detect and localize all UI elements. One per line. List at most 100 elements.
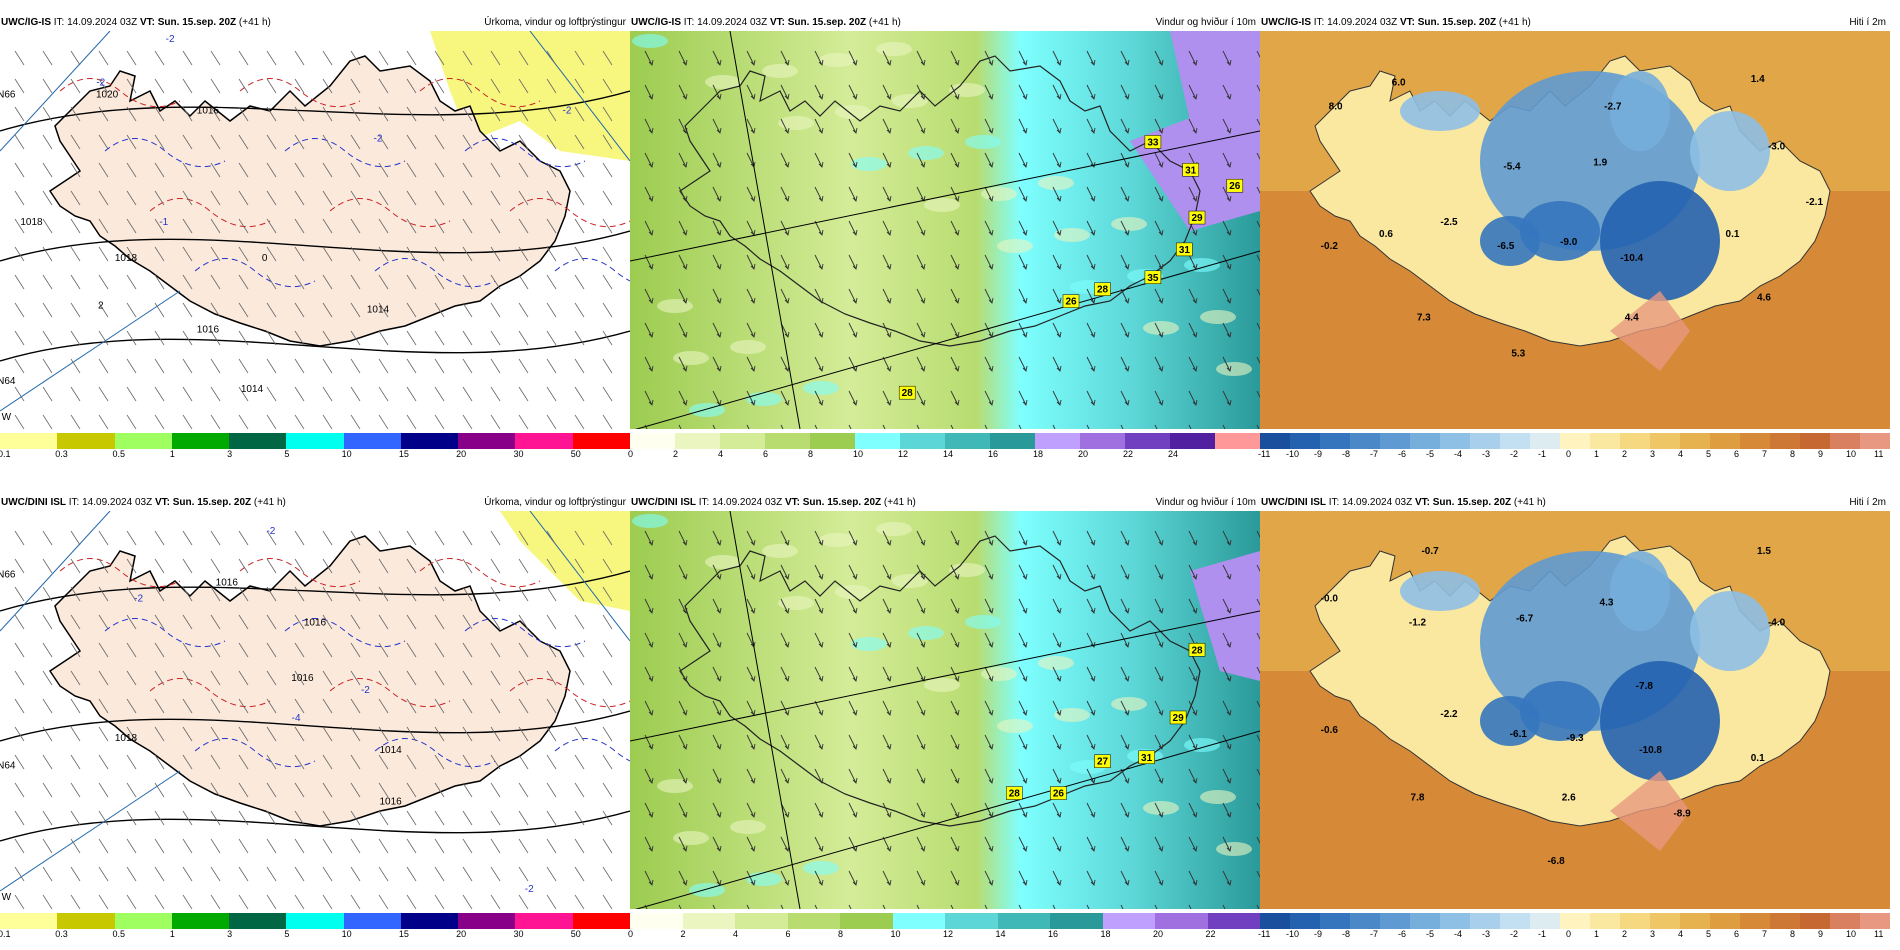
color-scale-tick: 20 (456, 929, 467, 939)
color-swatch (1350, 433, 1380, 449)
color-scale-tick: -4 (1454, 929, 1463, 939)
color-swatch (515, 913, 573, 929)
color-scale-tick: 0.5 (112, 929, 126, 939)
map-value-label: 0.1 (1751, 753, 1765, 764)
map-value-label: 1014 (241, 384, 264, 395)
lead-time: (+41 h) (868, 17, 901, 28)
map-value-label: -4 (292, 713, 301, 724)
color-swatch (945, 433, 990, 449)
map-panel-6: UWC/DINI ISL IT: 14.09.2024 03Z VT: Sun.… (1258, 495, 1890, 945)
map-value-label: -6.7 (1516, 613, 1534, 624)
map-value-label: -6.1 (1510, 729, 1528, 740)
color-scale-tick: 4 (718, 449, 724, 459)
color-scale-tick: -6 (1398, 929, 1407, 939)
model-name: UWC/DINI ISL (1261, 497, 1326, 508)
color-scale-tick: 5 (1706, 929, 1712, 939)
color-swatch (1215, 433, 1260, 449)
vt-label: VT: (1414, 497, 1430, 508)
map-value-label: N64 (0, 376, 16, 387)
color-scale-tick: -10 (1286, 929, 1300, 939)
map-value-label: 0 (262, 253, 268, 264)
map-value-label: 35 (1147, 273, 1159, 284)
color-scale-tick: 6 (1734, 449, 1740, 459)
color-swatch (1830, 913, 1860, 929)
map-value-label: -9.0 (1560, 237, 1578, 248)
it-label: IT: (53, 17, 65, 28)
map-value-label: -0.7 (1421, 546, 1439, 557)
run-info: UWC/IG-IS IT: 14.09.2024 03Z VT: Sun. 15… (631, 15, 901, 31)
run-info: UWC/IG-IS IT: 14.09.2024 03Z VT: Sun. 15… (1, 15, 271, 31)
map-value-label: -6.8 (1547, 856, 1565, 867)
color-scale-tick: -2 (1510, 929, 1519, 939)
color-swatch (735, 913, 788, 929)
color-swatch (343, 433, 401, 449)
color-scale-tick: 22 (1205, 929, 1216, 939)
init-time: 14.09.2024 03Z (82, 497, 153, 508)
color-scale-labels: -11 -10 -9 -8 -7 -6 -5 -4 -3 -2 -1 0 1 2 3 4 5 6 7 8 9 10 11 (1258, 929, 1890, 941)
color-scale-tick: 2 (680, 929, 686, 939)
color-swatch (1470, 913, 1500, 929)
map-value-label: 1.9 (1593, 157, 1607, 168)
map-canvas: 1020 1018 1018 1016 1016 1014 1014 -2 -2 -2 -2 -1 0 2… (0, 31, 630, 429)
color-scale-tick: 5 (284, 929, 290, 939)
color-scale-tick: 10 (341, 449, 352, 459)
color-swatch (458, 433, 516, 449)
color-swatch (1800, 433, 1830, 449)
color-scale-tick: 7 (1762, 929, 1768, 939)
color-scale-tick: -11 (1258, 929, 1271, 939)
map-value-label: 1014 (367, 305, 390, 316)
map-value-label: W (2, 412, 12, 423)
color-scale-tick: 9 (1818, 449, 1824, 459)
map-value-label: -2.7 (1604, 102, 1622, 113)
map-value-label: -2 (266, 526, 275, 537)
color-scale-bar (630, 433, 1260, 449)
map-area: 28 29 27 31 28 26 (630, 511, 1260, 909)
color-swatch (1125, 433, 1170, 449)
color-scale-tick: 10 (1846, 929, 1857, 939)
map-value-label: -2 (134, 594, 143, 605)
color-scale-tick: 10 (853, 449, 864, 459)
color-swatch (1530, 913, 1560, 929)
color-scale-tick: 1 (1594, 449, 1600, 459)
color-swatch (1290, 913, 1320, 929)
map-value-label: 26 (1229, 181, 1241, 192)
color-scale-tick: 1 (1594, 929, 1600, 939)
color-swatch (1350, 913, 1380, 929)
color-swatch (1560, 433, 1590, 449)
map-value-label: 1020 (96, 90, 119, 101)
color-swatch (1650, 433, 1680, 449)
color-swatch (1620, 433, 1650, 449)
color-scale-tick: 4 (1678, 449, 1684, 459)
color-swatch (572, 913, 630, 929)
map-value-label: 4.4 (1625, 313, 1639, 324)
map-area: 1020 1018 1018 1016 1016 1014 1014 -2 -2 -2 -2 -1 0 2… (0, 31, 630, 429)
color-swatch (1440, 913, 1470, 929)
color-scale-tick: 5 (1706, 449, 1712, 459)
map-area: 8.0 6.0 -2.7 1.4 -5.4 1.9 -3.0 -2.1 -0.2 0.6 -2.5 -… (1260, 31, 1890, 429)
color-swatch (286, 433, 344, 449)
map-value-label: 29 (1191, 213, 1203, 224)
color-swatch (1680, 913, 1710, 929)
map-value-label: 0.6 (1379, 229, 1393, 240)
color-swatch (630, 433, 675, 449)
color-scale-tick: 14 (995, 929, 1006, 939)
color-scale-tick: -9 (1314, 929, 1323, 939)
color-scale-labels: 0 2 4 6 8 10 12 14 16 18 20 22 (628, 929, 1260, 941)
valid-time: Sun. 15.sep. 20Z (1417, 17, 1497, 28)
vt-label: VT: (139, 17, 155, 28)
valid-time: Sun. 15.sep. 20Z (802, 497, 882, 508)
model-name: UWC/DINI ISL (631, 497, 696, 508)
color-scale-tick: -1 (1538, 449, 1547, 459)
color-swatch (1290, 433, 1320, 449)
color-scale-tick: 30 (513, 449, 524, 459)
color-swatch (675, 433, 720, 449)
color-scale-tick: 11 (1874, 449, 1884, 459)
color-swatch (630, 913, 683, 929)
init-time: 14.09.2024 03Z (697, 17, 768, 28)
color-swatch (1380, 913, 1410, 929)
run-info: UWC/DINI ISL IT: 14.09.2024 03Z VT: Sun.… (1261, 495, 1546, 511)
color-scale-tick: 4 (733, 929, 739, 939)
color-scale-tick: 3 (1650, 449, 1656, 459)
color-swatch (1560, 913, 1590, 929)
color-scale-tick: 6 (1734, 929, 1740, 939)
